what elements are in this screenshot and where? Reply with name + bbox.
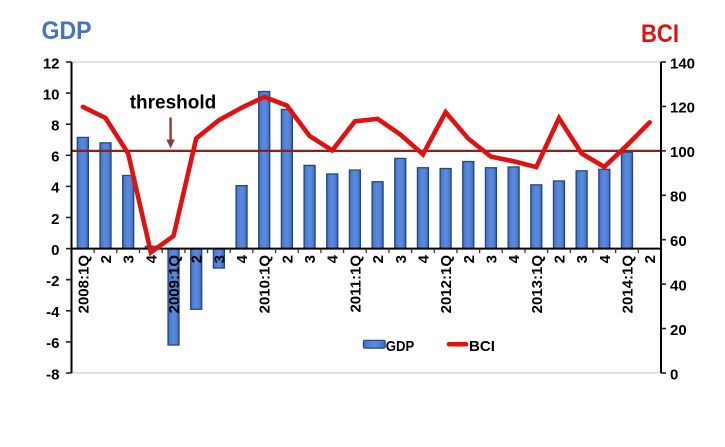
svg-text:3: 3 bbox=[121, 255, 138, 263]
svg-text:BCI: BCI bbox=[469, 338, 495, 355]
svg-text:3: 3 bbox=[211, 255, 228, 263]
svg-text:-6: -6 bbox=[46, 335, 59, 352]
svg-text:2009:1Q: 2009:1Q bbox=[166, 255, 183, 314]
svg-text:4: 4 bbox=[234, 254, 251, 263]
svg-text:4: 4 bbox=[597, 254, 614, 263]
svg-text:12: 12 bbox=[43, 55, 60, 72]
svg-text:20: 20 bbox=[670, 322, 687, 339]
svg-text:0: 0 bbox=[670, 366, 678, 383]
svg-text:4: 4 bbox=[325, 254, 342, 263]
svg-text:120: 120 bbox=[670, 100, 695, 117]
svg-text:4: 4 bbox=[506, 254, 523, 263]
svg-text:GDP: GDP bbox=[386, 338, 415, 355]
svg-text:4: 4 bbox=[415, 254, 432, 263]
svg-text:-4: -4 bbox=[46, 304, 60, 321]
svg-text:6: 6 bbox=[51, 149, 59, 166]
svg-text:4: 4 bbox=[51, 180, 60, 197]
svg-text:2014:1Q: 2014:1Q bbox=[619, 255, 636, 314]
svg-text:BCI: BCI bbox=[641, 20, 679, 48]
svg-text:3: 3 bbox=[302, 255, 319, 263]
svg-text:100: 100 bbox=[670, 144, 695, 161]
svg-text:2: 2 bbox=[461, 255, 478, 263]
svg-text:2008:1Q: 2008:1Q bbox=[75, 255, 92, 314]
svg-text:2: 2 bbox=[279, 255, 296, 263]
svg-text:4: 4 bbox=[143, 254, 160, 263]
svg-text:0: 0 bbox=[51, 242, 59, 259]
svg-text:3: 3 bbox=[483, 255, 500, 263]
svg-text:2: 2 bbox=[642, 255, 659, 263]
svg-text:80: 80 bbox=[670, 189, 687, 206]
svg-text:2013:1Q: 2013:1Q bbox=[529, 255, 546, 314]
svg-text:threshold: threshold bbox=[130, 93, 217, 114]
svg-text:3: 3 bbox=[393, 255, 410, 263]
svg-text:40: 40 bbox=[670, 277, 687, 294]
svg-text:8: 8 bbox=[51, 118, 59, 135]
svg-text:-2: -2 bbox=[46, 273, 59, 290]
svg-text:GDP: GDP bbox=[42, 17, 92, 45]
svg-text:2: 2 bbox=[189, 255, 206, 263]
svg-text:3: 3 bbox=[574, 255, 591, 263]
svg-text:-8: -8 bbox=[46, 366, 59, 383]
svg-text:2012:1Q: 2012:1Q bbox=[438, 255, 455, 314]
svg-text:2: 2 bbox=[551, 255, 568, 263]
svg-text:2: 2 bbox=[370, 255, 387, 263]
svg-text:2: 2 bbox=[51, 211, 59, 228]
svg-text:2: 2 bbox=[98, 255, 115, 263]
svg-text:2010:1Q: 2010:1Q bbox=[257, 255, 274, 314]
svg-text:10: 10 bbox=[43, 86, 60, 103]
svg-text:60: 60 bbox=[670, 233, 687, 250]
svg-text:2011:1Q: 2011:1Q bbox=[347, 255, 364, 313]
svg-text:140: 140 bbox=[670, 55, 695, 72]
